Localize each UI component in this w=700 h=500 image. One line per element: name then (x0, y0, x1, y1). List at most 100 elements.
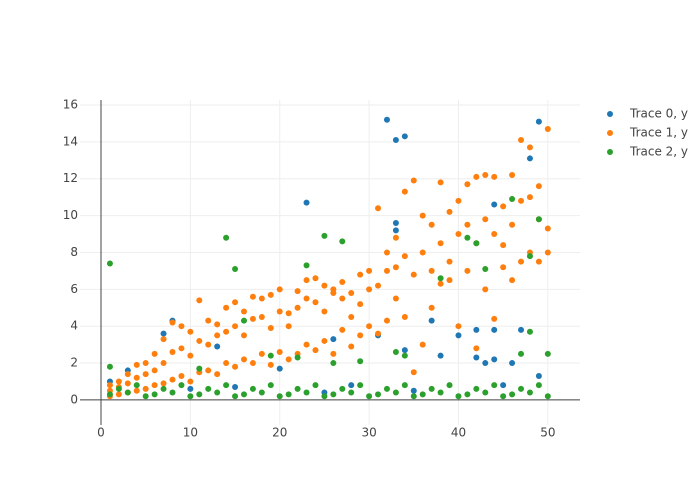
point (401, 347, 408, 354)
y-tick-label: 2 (70, 356, 78, 370)
point (294, 385, 301, 392)
y-tick-label: 10 (63, 208, 78, 222)
point (214, 321, 221, 328)
legend-label: Trace 1, y (629, 126, 688, 140)
point (437, 275, 444, 282)
point (124, 380, 131, 387)
point (223, 234, 230, 241)
y-tick-label: 14 (63, 134, 78, 148)
legend-label: Trace 0, y (629, 107, 688, 121)
point (535, 118, 542, 125)
point (392, 348, 399, 355)
point (526, 328, 533, 335)
point (535, 372, 542, 379)
point (401, 352, 408, 359)
point (491, 326, 498, 333)
point (392, 219, 399, 226)
point (473, 354, 480, 361)
point (339, 278, 346, 285)
point (473, 326, 480, 333)
point (482, 389, 489, 396)
point (446, 277, 453, 284)
point (124, 389, 131, 396)
point (392, 227, 399, 234)
point (303, 277, 310, 284)
point (169, 319, 176, 326)
point (240, 317, 247, 324)
point (276, 308, 283, 315)
point (535, 258, 542, 265)
point (401, 253, 408, 260)
point (133, 374, 140, 381)
point (285, 391, 292, 398)
point (294, 354, 301, 361)
point (500, 242, 507, 249)
point (106, 391, 113, 398)
point (142, 360, 149, 367)
point (142, 385, 149, 392)
x-tick-label: 50 (540, 426, 555, 440)
point (473, 240, 480, 247)
point (115, 385, 122, 392)
point (446, 208, 453, 215)
point (509, 391, 516, 398)
point (151, 382, 158, 389)
point (339, 385, 346, 392)
point (392, 234, 399, 241)
point (285, 310, 292, 317)
point (473, 173, 480, 180)
point (491, 173, 498, 180)
point (321, 308, 328, 315)
point (410, 177, 417, 184)
point (187, 328, 194, 335)
point (196, 391, 203, 398)
point (267, 291, 274, 298)
point (491, 356, 498, 363)
point (410, 271, 417, 278)
y-tick-label: 6 (70, 282, 78, 296)
point (330, 350, 337, 357)
point (455, 323, 462, 330)
point (276, 286, 283, 293)
point (464, 221, 471, 228)
point (518, 137, 525, 144)
point (482, 266, 489, 273)
point (348, 313, 355, 320)
point (214, 389, 221, 396)
point (142, 393, 149, 400)
point (392, 264, 399, 271)
x-tick-label: 0 (97, 426, 105, 440)
point (178, 382, 185, 389)
point (240, 356, 247, 363)
point (509, 195, 516, 202)
point (187, 352, 194, 359)
point (160, 360, 167, 367)
point (232, 384, 239, 391)
point (419, 249, 426, 256)
point (464, 181, 471, 188)
point (249, 360, 256, 367)
point (267, 352, 274, 359)
point (482, 360, 489, 367)
point (437, 389, 444, 396)
legend-marker (607, 111, 613, 117)
point (330, 360, 337, 367)
point (410, 369, 417, 376)
point (169, 376, 176, 383)
point (142, 371, 149, 378)
point (240, 308, 247, 315)
point (312, 275, 319, 282)
point (455, 231, 462, 238)
point (312, 382, 319, 389)
point (366, 393, 373, 400)
point (455, 332, 462, 339)
point (330, 391, 337, 398)
point (160, 330, 167, 337)
point (348, 389, 355, 396)
point (446, 382, 453, 389)
point (383, 385, 390, 392)
point (526, 253, 533, 260)
point (401, 188, 408, 195)
point (518, 258, 525, 265)
